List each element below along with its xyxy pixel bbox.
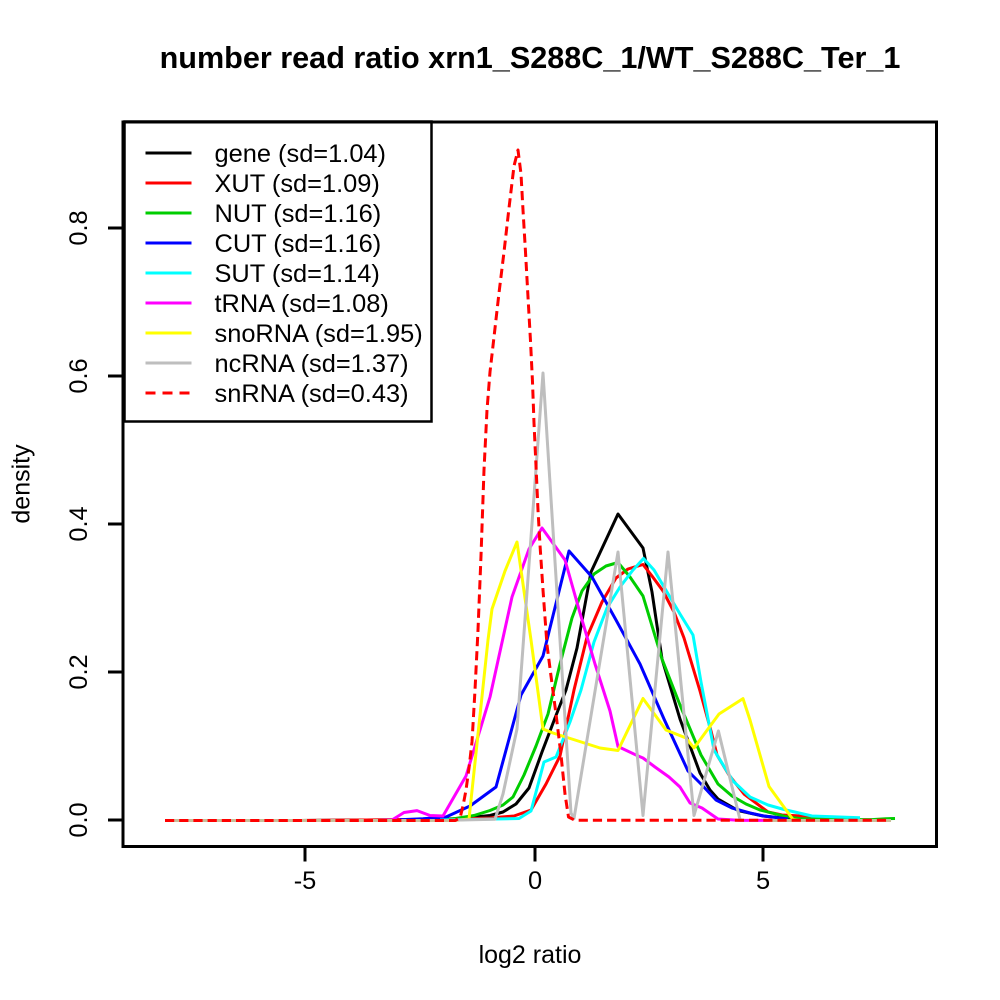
svg-text:NUT (sd=1.16): NUT (sd=1.16) bbox=[215, 200, 382, 228]
svg-text:snoRNA (sd=1.95): snoRNA (sd=1.95) bbox=[215, 320, 423, 348]
svg-text:log2 ratio: log2 ratio bbox=[479, 941, 582, 969]
svg-text:0.0: 0.0 bbox=[65, 802, 93, 837]
svg-text:-5: -5 bbox=[294, 867, 317, 895]
svg-text:0.2: 0.2 bbox=[65, 654, 93, 689]
svg-text:snRNA (sd=0.43): snRNA (sd=0.43) bbox=[215, 380, 409, 408]
svg-text:0: 0 bbox=[528, 867, 542, 895]
svg-text:XUT (sd=1.09): XUT (sd=1.09) bbox=[215, 170, 380, 198]
svg-text:number read ratio xrn1_S288C_1: number read ratio xrn1_S288C_1/WT_S288C_… bbox=[160, 41, 901, 75]
svg-text:ncRNA (sd=1.37): ncRNA (sd=1.37) bbox=[215, 350, 409, 378]
svg-text:0.8: 0.8 bbox=[65, 210, 93, 245]
svg-text:gene (sd=1.04): gene (sd=1.04) bbox=[215, 140, 387, 168]
svg-text:CUT (sd=1.16): CUT (sd=1.16) bbox=[215, 230, 382, 258]
svg-text:density: density bbox=[8, 444, 36, 524]
svg-text:0.4: 0.4 bbox=[65, 506, 93, 541]
svg-text:5: 5 bbox=[756, 867, 770, 895]
svg-text:SUT (sd=1.14): SUT (sd=1.14) bbox=[215, 260, 380, 288]
svg-text:tRNA (sd=1.08): tRNA (sd=1.08) bbox=[215, 290, 389, 318]
svg-text:0.6: 0.6 bbox=[65, 358, 93, 393]
